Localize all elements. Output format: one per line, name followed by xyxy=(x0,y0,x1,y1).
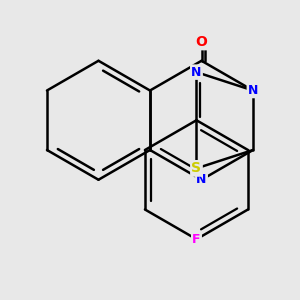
Text: F: F xyxy=(192,233,201,246)
Text: N: N xyxy=(191,66,202,79)
Text: S: S xyxy=(191,161,202,176)
Text: N: N xyxy=(196,173,207,186)
Text: O: O xyxy=(196,35,208,49)
Text: N: N xyxy=(248,84,258,97)
